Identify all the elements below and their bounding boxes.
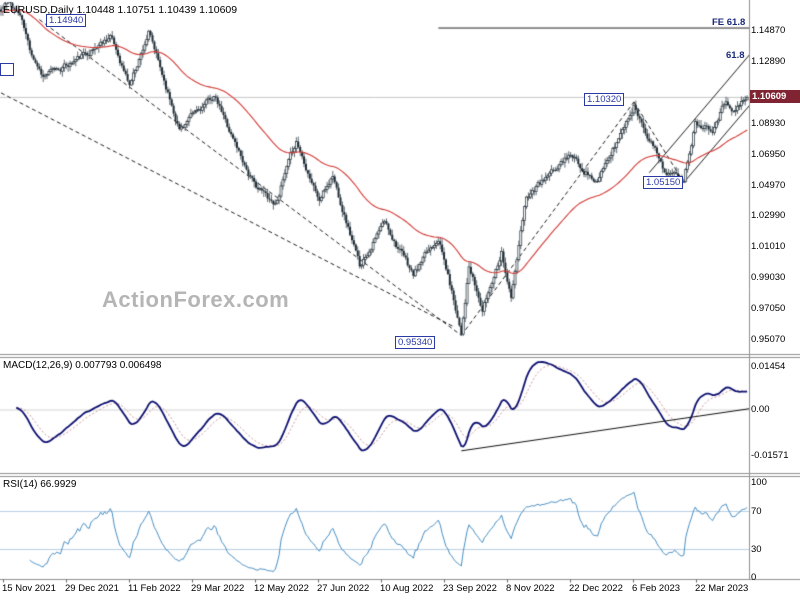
rsi-indicator-header: RSI(14) 66.9929 (3, 479, 77, 490)
date-axis-label: 11 Feb 2022 (128, 583, 181, 594)
swing-high-feb2022-label: 1.14940 (46, 14, 87, 27)
price-y-axis-label: 1.02990 (751, 210, 786, 221)
fib-retracement-label: 61.8 (726, 50, 745, 61)
price-y-axis-label: 1.01010 (751, 241, 786, 252)
price-y-axis-label: 1.14870 (751, 25, 786, 36)
rsi-y-axis-label: 70 (751, 506, 762, 517)
rsi-y-axis-label: 30 (751, 544, 762, 555)
macd-indicator-header: MACD(12,26,9) 0.007793 0.006498 (3, 360, 162, 371)
price-y-axis-label: 1.04970 (751, 180, 786, 191)
swing-low-mar2023-label: 1.05150 (643, 176, 684, 189)
date-axis-label: 29 Dec 2021 (65, 583, 119, 594)
date-axis-label: 8 Nov 2022 (506, 583, 555, 594)
date-axis-label: 22 Dec 2022 (569, 583, 623, 594)
watermark: ActionForex.com (102, 287, 290, 312)
date-axis-label: 12 May 2022 (254, 583, 309, 594)
rsi-y-axis-label: 0 (751, 572, 757, 583)
date-axis-label: 27 Jun 2022 (317, 583, 370, 594)
price-y-axis-label: 0.99030 (751, 272, 786, 283)
swing-low-sep2022-label: 0.95340 (395, 336, 436, 349)
macd-y-axis-label: 0.00 (751, 404, 770, 415)
price-y-axis-label: 1.08930 (751, 118, 786, 129)
current-price-badge: 1.10609 (750, 90, 800, 103)
symbol-ohlc-header: EURUSD,Daily 1.10448 1.10751 1.10439 1.1… (3, 4, 238, 16)
date-axis-label: 15 Nov 2021 (2, 583, 56, 594)
price-y-axis-label: 1.12890 (751, 56, 786, 67)
macd-y-axis-label: -0.01571 (751, 450, 789, 461)
date-axis-label: 6 Feb 2023 (632, 583, 681, 594)
fib-expansion-label: FE 61.8 (712, 17, 746, 28)
date-axis-label: 22 Mar 2023 (695, 583, 749, 594)
date-axis-label: 29 Mar 2022 (191, 583, 245, 594)
date-axis-label: 10 Aug 2022 (380, 583, 434, 594)
rsi-y-axis-label: 100 (751, 477, 767, 488)
macd-y-axis-label: 0.01454 (751, 361, 786, 372)
clipped-price-label-box (0, 63, 14, 76)
swing-high-feb2023-label: 1.10320 (584, 93, 625, 106)
price-y-axis-label: 1.06950 (751, 149, 786, 160)
date-axis-label: 23 Sep 2022 (443, 583, 497, 594)
price-y-axis-label: 0.97050 (751, 303, 786, 314)
price-y-axis-label: 0.95070 (751, 334, 786, 345)
